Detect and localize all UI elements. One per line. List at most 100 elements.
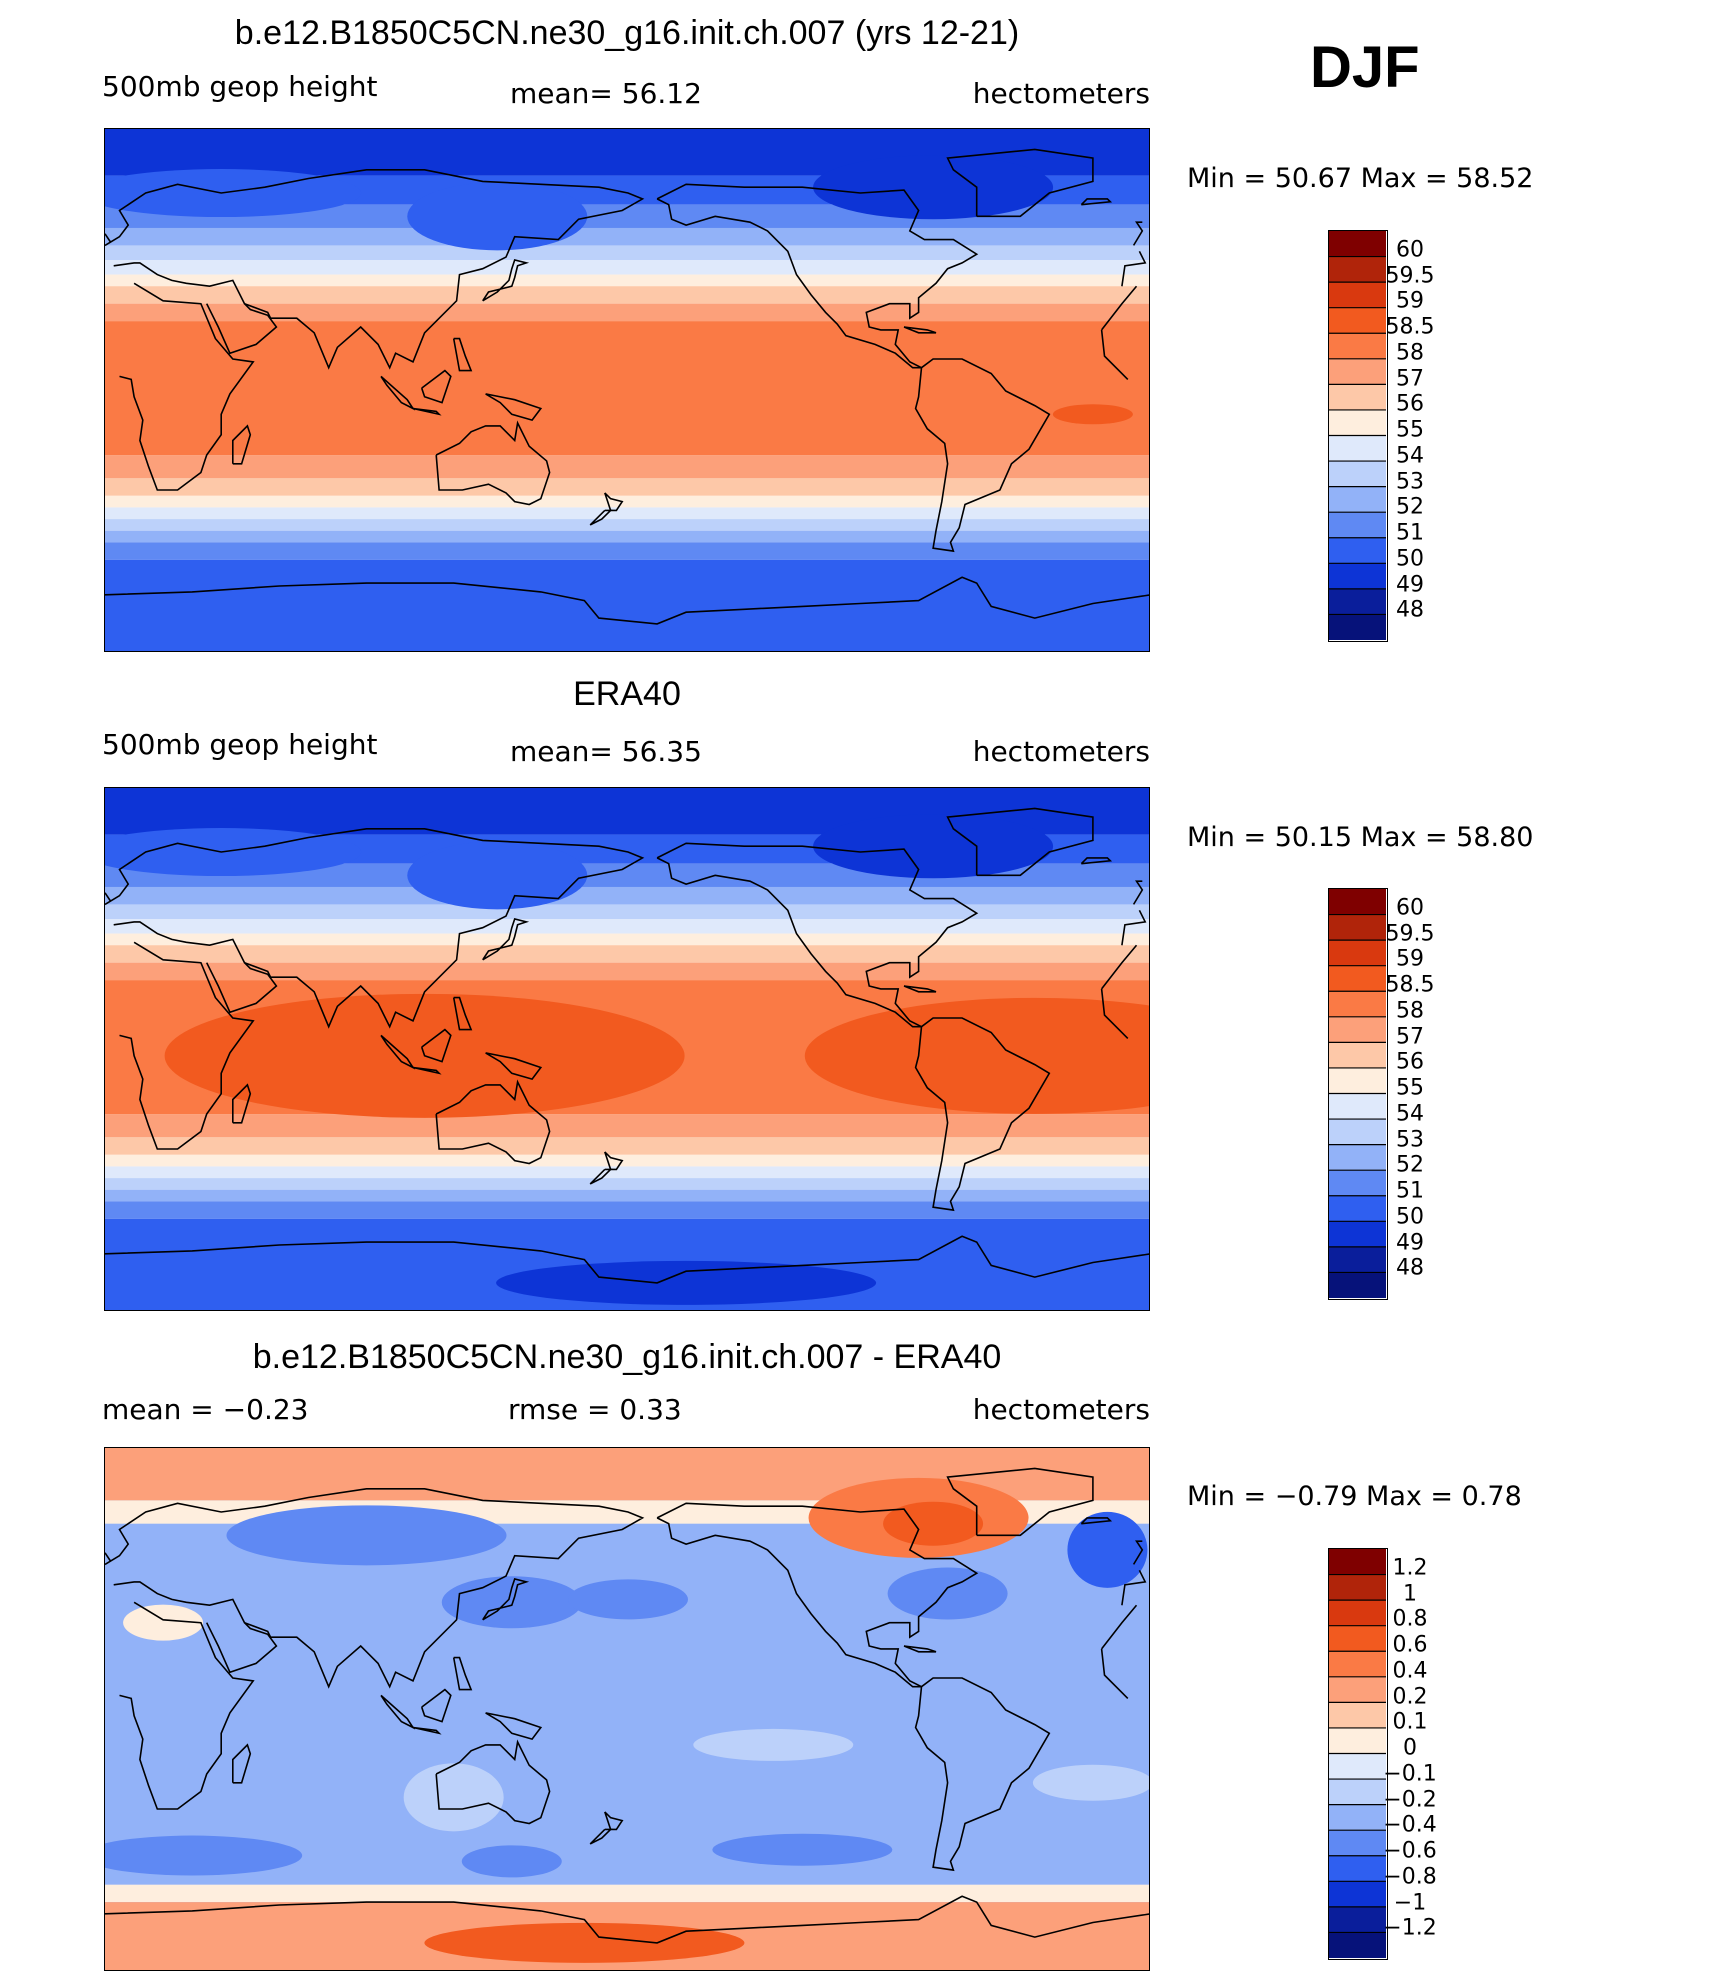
coastline xyxy=(656,842,979,1028)
coastline xyxy=(205,303,278,355)
colorbar-tick-label: 54 xyxy=(1396,1101,1424,1127)
contour-blob xyxy=(1032,1764,1149,1801)
contour-band xyxy=(105,227,1149,246)
colorbar-tick-label: 52 xyxy=(1396,494,1424,520)
contour-band xyxy=(105,1154,1149,1167)
panel-3-title: b.e12.B1850C5CN.ne30_g16.init.ch.007 - E… xyxy=(252,1338,1002,1376)
colorbar-swatch xyxy=(1329,965,1386,992)
colorbar-tick-label: 0.4 xyxy=(1392,1658,1428,1684)
colorbar-swatch xyxy=(1329,1195,1386,1222)
colorbar-swatch xyxy=(1329,1625,1386,1652)
coastline xyxy=(380,375,416,411)
colorbar-tick-label: 48 xyxy=(1396,1255,1424,1281)
panel-3-colorbar xyxy=(1328,1548,1388,1960)
contour-band xyxy=(105,933,1149,946)
coastline xyxy=(946,807,1094,877)
colorbar-swatch xyxy=(1329,1574,1386,1601)
contour-blob xyxy=(1067,1511,1148,1588)
colorbar-swatch xyxy=(1329,1727,1386,1754)
colorbar-swatch xyxy=(1329,461,1386,488)
colorbar-tick-label: 55 xyxy=(1396,417,1424,443)
coastline xyxy=(232,1743,252,1784)
colorbar-tick-label: 1.2 xyxy=(1392,1555,1428,1581)
contour-blob xyxy=(804,997,1149,1114)
colorbar-tick-label: 49 xyxy=(1396,572,1424,597)
coastline xyxy=(903,985,937,993)
panel-1-minmax: Min = 50.67 Max = 58.52 xyxy=(1187,163,1534,194)
coastline xyxy=(656,1502,979,1688)
coastline xyxy=(604,1811,624,1831)
colorbar-tick-label: 56 xyxy=(1396,1049,1424,1075)
contour-blob xyxy=(883,1501,984,1546)
coastline xyxy=(119,1601,1138,1810)
colorbar-tick-label: 60 xyxy=(1396,895,1424,921)
colorbar-swatch xyxy=(1329,1221,1386,1248)
colorbar-tick-label: 0 xyxy=(1403,1735,1417,1761)
colorbar-swatch xyxy=(1329,333,1386,360)
coastlines xyxy=(105,148,1149,625)
contour-blob xyxy=(1052,404,1133,425)
colorbar-tick-label: 55 xyxy=(1396,1075,1424,1101)
colorbar-tick-label: 58.5 xyxy=(1385,314,1435,340)
colorbar-swatch xyxy=(1329,537,1386,564)
colorbar-tick-label: −1.2 xyxy=(1383,1915,1437,1941)
colorbar-tick-label: 49 xyxy=(1396,1230,1424,1255)
colorbar-tick-label: −0.1 xyxy=(1383,1761,1437,1787)
contour-band xyxy=(105,904,1149,919)
colorbar-tick-label: 56 xyxy=(1396,391,1424,417)
contour-blob xyxy=(887,1567,1008,1620)
coastlines xyxy=(105,1467,1149,1944)
contour-band xyxy=(105,1114,1149,1138)
colorbar-swatch xyxy=(1329,358,1386,385)
coastline xyxy=(435,1079,551,1165)
colorbar-tick-label: 0.6 xyxy=(1392,1632,1428,1658)
colorbar-tick-label: 0.8 xyxy=(1392,1606,1428,1632)
contour-band xyxy=(105,1189,1149,1202)
contour-blob xyxy=(407,841,588,910)
contour-band xyxy=(105,286,1149,304)
coastline xyxy=(452,1656,473,1691)
colorbar-swatch xyxy=(1329,1753,1386,1780)
coastline xyxy=(380,1034,416,1070)
coastline xyxy=(105,1488,1147,1689)
coastline xyxy=(903,326,937,334)
colorbar-swatch xyxy=(1329,1016,1386,1043)
colorbar-tick-label: 48 xyxy=(1396,597,1424,623)
colorbar-swatch xyxy=(1329,1119,1386,1146)
coastline xyxy=(232,424,252,465)
coastline xyxy=(105,880,1144,905)
coastline xyxy=(589,1828,613,1845)
panel-1-title: b.e12.B1850C5CN.ne30_g16.init.ch.007 (yr… xyxy=(234,14,1020,52)
coastline xyxy=(205,962,278,1014)
panel-1-mean: mean= 56.12 xyxy=(510,77,702,110)
colorbar-swatch xyxy=(1329,588,1386,615)
contour-blob xyxy=(226,1505,507,1566)
panel-3-map xyxy=(104,1447,1150,1971)
colorbar-tick-label: −0.2 xyxy=(1383,1787,1437,1812)
colorbar-tick-label: 51 xyxy=(1396,520,1424,546)
colorbar-swatch xyxy=(1329,1272,1386,1298)
panel-2-mean: mean= 56.35 xyxy=(510,735,702,768)
panel-1-units: hectometers xyxy=(972,77,1150,110)
colorbar-swatch xyxy=(1329,384,1386,411)
colorbar-swatch xyxy=(1329,1067,1386,1094)
contour-band xyxy=(105,478,1149,496)
colorbar-swatch xyxy=(1329,1170,1386,1197)
colorbar-swatch xyxy=(1329,1932,1386,1958)
contour-band xyxy=(105,507,1149,520)
colorbar-tick-label: 51 xyxy=(1396,1178,1424,1204)
contour-band xyxy=(105,245,1149,260)
contour-blob xyxy=(407,182,588,251)
colorbar-swatch xyxy=(1329,1881,1386,1908)
contour-blob xyxy=(693,1728,854,1761)
contour-blob xyxy=(461,1845,562,1878)
contour-band xyxy=(105,495,1149,508)
colorbar-swatch xyxy=(1329,512,1386,539)
colorbar-tick-label: 0.1 xyxy=(1392,1709,1428,1735)
coastline xyxy=(452,996,473,1031)
coastline xyxy=(420,1688,452,1723)
panel-2-colorbar xyxy=(1328,888,1388,1300)
colorbar-tick-label: 59.5 xyxy=(1385,263,1435,288)
contour-blob xyxy=(712,1833,893,1866)
coastline xyxy=(1080,198,1113,206)
